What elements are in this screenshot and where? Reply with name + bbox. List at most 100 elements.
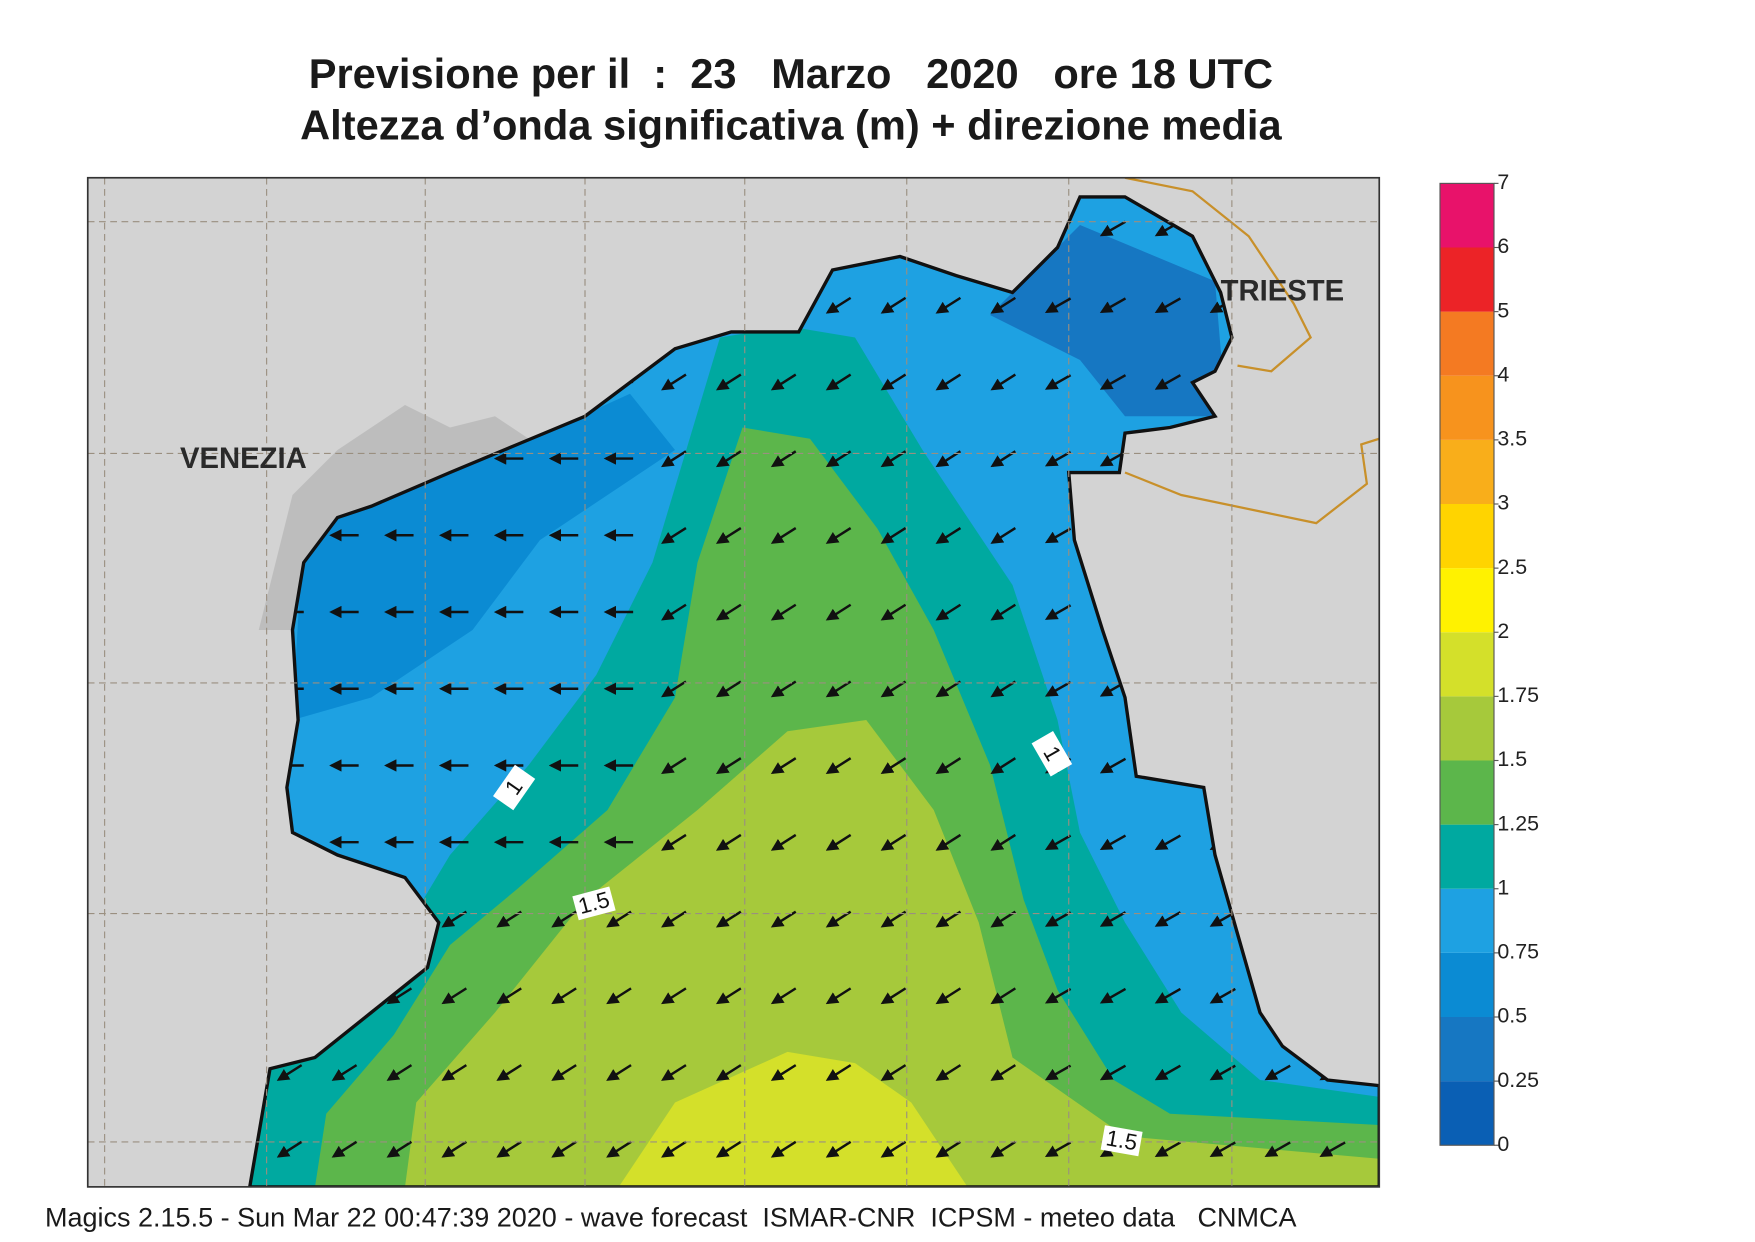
arrow xyxy=(880,1140,907,1158)
arrow xyxy=(825,987,852,1005)
arrow xyxy=(770,373,797,391)
place-label: TRIESTE xyxy=(1221,275,1345,307)
arrow xyxy=(386,1140,413,1158)
colorbar-label: 1 xyxy=(1497,875,1509,899)
arrow xyxy=(825,757,852,775)
arrow xyxy=(441,910,468,928)
colorbar-label: 4 xyxy=(1497,362,1509,386)
map: VENEZIA TRIESTE 11.511.5 xyxy=(87,177,1380,1187)
wave-band xyxy=(405,720,1380,1187)
arrow xyxy=(606,1064,632,1081)
arrow xyxy=(715,757,742,775)
place-label: VENEZIA xyxy=(180,443,307,475)
arrow xyxy=(661,603,687,621)
arrow xyxy=(715,603,742,621)
colorbar-label: 3 xyxy=(1497,491,1509,515)
arrow xyxy=(661,757,687,775)
colorbar-segment xyxy=(1440,824,1494,889)
wave-band xyxy=(618,1051,968,1187)
title-line-1: Previsione per il : 23 Marzo 2020 ore 18… xyxy=(309,50,1273,97)
arrow xyxy=(715,526,742,544)
colorbar-label: 2.5 xyxy=(1497,555,1527,579)
border xyxy=(1124,177,1380,525)
arrow xyxy=(935,833,962,851)
arrow xyxy=(1044,450,1072,467)
arrow xyxy=(1044,834,1072,851)
arrow xyxy=(1264,1064,1291,1081)
arrow xyxy=(276,1140,303,1158)
arrow xyxy=(825,1064,852,1081)
arrow xyxy=(1099,374,1127,390)
wave-band xyxy=(990,225,1227,417)
arrow xyxy=(1044,527,1072,544)
lagoon xyxy=(258,405,529,630)
arrow xyxy=(1154,297,1182,313)
arrow xyxy=(715,910,742,928)
arrow xyxy=(990,987,1017,1005)
arrow xyxy=(770,603,797,621)
arrow xyxy=(880,757,907,775)
colorbar-segment xyxy=(1440,1017,1494,1082)
arrow xyxy=(825,833,852,851)
arrow xyxy=(661,910,687,928)
arrow xyxy=(606,1140,632,1158)
arrow xyxy=(715,1140,742,1158)
arrow xyxy=(1044,987,1072,1004)
colorbar-segment xyxy=(1440,1081,1494,1146)
arrow xyxy=(935,526,962,544)
arrow xyxy=(715,373,742,391)
contour-label-box xyxy=(1031,730,1073,777)
arrow xyxy=(770,910,797,928)
arrow xyxy=(661,526,687,544)
colorbar-segment xyxy=(1440,183,1494,248)
arrow xyxy=(880,833,907,851)
colorbar-label: 0.75 xyxy=(1497,940,1539,964)
arrow xyxy=(1209,1141,1236,1157)
arrow xyxy=(770,987,797,1005)
colorbar-label: 0.25 xyxy=(1497,1068,1539,1092)
arrow xyxy=(551,1064,577,1081)
arrow xyxy=(990,1140,1017,1158)
colorbar-segment xyxy=(1440,952,1494,1017)
arrow xyxy=(880,1064,907,1081)
colorbar-segment xyxy=(1440,375,1494,440)
colorbar-segment xyxy=(1440,311,1494,376)
contour-label: 1 xyxy=(493,764,536,811)
arrow xyxy=(331,1140,358,1158)
contour-label: 1 xyxy=(1031,730,1073,777)
colorbar-segment xyxy=(1440,439,1494,504)
arrow xyxy=(825,910,852,928)
arrow xyxy=(935,373,962,391)
arrow xyxy=(935,603,962,621)
arrow xyxy=(880,603,907,621)
arrow xyxy=(1099,834,1127,851)
colorbar-segment xyxy=(1440,632,1494,697)
arrow xyxy=(935,680,962,698)
arrow xyxy=(1044,1141,1072,1157)
arrow xyxy=(1099,297,1127,313)
arrow xyxy=(1154,834,1182,851)
arrow xyxy=(276,1064,303,1081)
arrow xyxy=(606,910,632,928)
arrow xyxy=(880,526,907,544)
arrow xyxy=(1154,911,1182,927)
arrow xyxy=(770,680,797,698)
arrow xyxy=(770,757,797,775)
arrow xyxy=(496,987,522,1005)
arrow xyxy=(715,833,742,851)
contour-label-box xyxy=(493,764,536,811)
contour-label-text: 1.5 xyxy=(1104,1125,1139,1155)
colorbar-segment xyxy=(1440,696,1494,761)
wave-band xyxy=(292,393,675,720)
arrow xyxy=(1154,987,1182,1004)
colorbar-label: 2 xyxy=(1497,619,1509,643)
arrow xyxy=(990,603,1017,621)
colorbar-label: 1.5 xyxy=(1497,747,1527,771)
arrow xyxy=(935,1064,962,1081)
arrow xyxy=(1099,1064,1127,1081)
arrow xyxy=(386,987,413,1005)
arrow xyxy=(935,910,962,928)
arrow xyxy=(661,373,687,391)
arrow xyxy=(825,1140,852,1158)
arrow xyxy=(825,373,852,391)
